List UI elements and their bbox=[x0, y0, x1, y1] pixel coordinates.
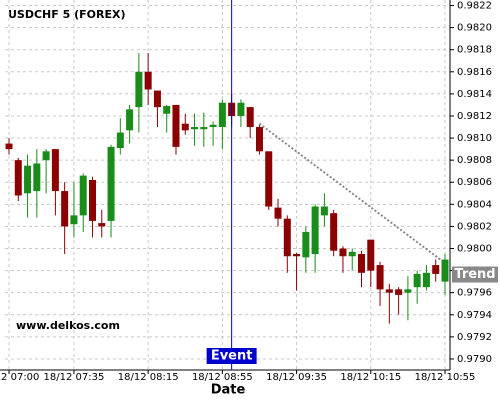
y-tick-label: 0.9814 bbox=[457, 89, 492, 100]
candle-body bbox=[404, 289, 412, 293]
candle-body bbox=[255, 127, 263, 152]
candle-body bbox=[367, 239, 375, 271]
candle-body bbox=[144, 71, 152, 90]
candle-body bbox=[116, 132, 124, 148]
candle-body bbox=[246, 107, 254, 128]
y-tick-label: 0.9800 bbox=[457, 244, 492, 255]
candle-body bbox=[237, 102, 245, 116]
candle-body bbox=[135, 71, 143, 108]
x-tick-label: 18/12 10:55 bbox=[415, 372, 476, 383]
y-tick-label: 0.9820 bbox=[457, 23, 492, 34]
y-tick-label: 0.9810 bbox=[457, 133, 492, 144]
candle-body bbox=[283, 218, 291, 257]
candle-body bbox=[330, 213, 338, 251]
candle-body bbox=[107, 146, 115, 221]
y-tick-label: 0.9790 bbox=[457, 354, 492, 365]
trend-label-box bbox=[452, 266, 498, 283]
candle-body bbox=[348, 251, 356, 257]
x-tick-label: 18/12 08:55 bbox=[192, 372, 253, 383]
event-label-box bbox=[206, 348, 257, 364]
candle-body bbox=[126, 109, 134, 131]
y-tick-label: 0.9794 bbox=[457, 310, 492, 321]
x-axis-label: Date bbox=[211, 383, 246, 398]
candle-body bbox=[265, 151, 273, 207]
candle-body bbox=[422, 272, 430, 288]
candle-body bbox=[5, 143, 13, 150]
candle-body bbox=[358, 254, 366, 273]
y-tick-label: 0.9812 bbox=[457, 111, 492, 122]
candle-body bbox=[42, 151, 50, 161]
candle-body bbox=[385, 289, 393, 293]
candle-body bbox=[191, 127, 199, 130]
candle-body bbox=[98, 223, 106, 227]
candle-body bbox=[432, 265, 440, 274]
y-tick-label: 0.9802 bbox=[457, 221, 492, 232]
candle-body bbox=[153, 90, 161, 108]
candle-body bbox=[339, 248, 347, 257]
candle-body bbox=[311, 206, 319, 255]
watermark: www.delkos.com bbox=[16, 319, 120, 332]
chart-title: USDCHF 5 (FOREX) bbox=[8, 8, 125, 21]
candle-body bbox=[33, 163, 41, 192]
candle-body bbox=[320, 206, 328, 216]
y-tick-label: 0.9792 bbox=[457, 332, 492, 343]
x-tick-label: 18/12 10:15 bbox=[340, 372, 401, 383]
x-tick-label: 18/12 08:15 bbox=[118, 372, 179, 383]
candle-body bbox=[24, 165, 32, 194]
candle-body bbox=[302, 231, 310, 258]
candle-body bbox=[218, 102, 226, 128]
candle-body bbox=[51, 149, 59, 192]
x-tick-label: 18/12 07:00 bbox=[0, 372, 39, 383]
candle-body bbox=[376, 265, 384, 290]
candle-body bbox=[88, 180, 96, 221]
event-label: Event bbox=[211, 349, 253, 364]
candle-body bbox=[200, 127, 208, 130]
candle-body bbox=[293, 254, 301, 257]
candle-body bbox=[181, 123, 189, 131]
candle-body bbox=[172, 104, 180, 147]
y-tick-label: 0.9818 bbox=[457, 45, 492, 56]
candle-body bbox=[413, 273, 421, 288]
candle-body bbox=[61, 191, 69, 227]
y-tick-label: 0.9806 bbox=[457, 177, 492, 188]
candle-body bbox=[70, 215, 78, 225]
y-tick-label: 0.9816 bbox=[457, 67, 492, 78]
y-tick-label: 0.9808 bbox=[457, 155, 492, 166]
candle-body bbox=[395, 289, 403, 295]
trend-label: Trend bbox=[454, 267, 495, 282]
y-tick-label: 0.9804 bbox=[457, 199, 492, 210]
candle-body bbox=[274, 207, 282, 219]
trend-line bbox=[258, 122, 441, 261]
candle-body bbox=[441, 259, 449, 282]
candle-body bbox=[79, 175, 87, 216]
y-tick-label: 0.9796 bbox=[457, 288, 492, 299]
x-tick-label: 18/12 07:35 bbox=[44, 372, 105, 383]
candle-body bbox=[209, 124, 217, 128]
x-tick-label: 18/12 09:35 bbox=[266, 372, 327, 383]
candle-body bbox=[14, 160, 22, 196]
candle-body bbox=[163, 106, 171, 114]
y-tick-label: 0.9822 bbox=[457, 1, 492, 12]
